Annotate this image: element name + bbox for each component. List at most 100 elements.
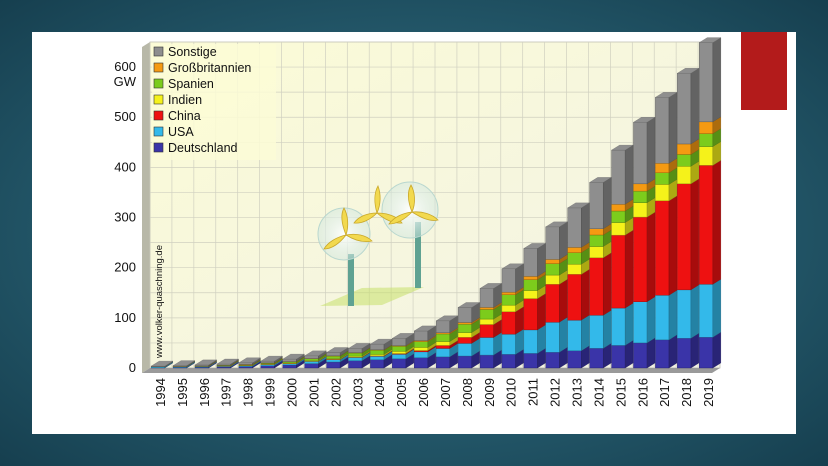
legend: Sonstige Großbritannien Spanien Indien China… [152,44,276,160]
bar-sonstige-2001 [304,355,319,359]
bar-top-2012 [545,221,568,227]
bar-top-2017 [654,92,678,98]
bar-side-sonstige-2016 [646,116,656,185]
x-tick-label-2010: 2010 [504,378,519,407]
y-tick-label-0: 0 [129,360,136,375]
legend-box [152,44,276,160]
bar-spanien-2010 [501,294,516,306]
bar-stack-2006 [413,325,437,369]
x-tick-label-2003: 2003 [350,378,365,407]
bar-usa-2006 [414,351,429,358]
bar-stack-2003 [347,343,371,369]
bar-deutschland-2014 [589,348,604,369]
x-tick-label-2008: 2008 [460,378,475,407]
bar-sonstige-2003 [348,348,363,353]
bar-sonstige-1998 [238,362,253,365]
bar-stack-2002 [326,347,349,369]
y-axis-unit: GW [114,74,137,89]
bar-großbritannien-2010 [501,291,516,295]
bar-indien-2011 [523,290,538,299]
bar-top-2015 [611,144,634,151]
bar-indien-2012 [545,274,560,285]
x-tick-label-2002: 2002 [328,378,343,407]
wind-capacity-chart: Sonstige Großbritannien Spanien Indien China… [114,37,722,407]
bar-usa-2008 [457,343,472,357]
bar-side-deutschland-2017 [668,334,678,369]
legend-label-deutschland: Deutschland [168,141,238,155]
bar-spanien-2004 [370,350,385,355]
bar-top-1998 [238,357,261,363]
bar-großbritannien-2012 [545,259,560,264]
bar-großbritannien-2009 [479,307,494,310]
bar-spanien-2003 [348,352,363,357]
bar-indien-2010 [501,304,516,312]
bar-großbritannien-2018 [677,143,692,155]
bar-top-2007 [435,315,459,321]
bar-usa-2017 [655,295,670,341]
bar-china-2011 [523,298,538,331]
bar-usa-2003 [348,357,363,361]
bar-top-2018 [676,68,700,74]
bar-stack-2016 [632,116,656,369]
bar-stack-1996 [194,359,218,369]
bar-indien-2008 [457,332,472,338]
bar-spanien-2008 [457,323,472,333]
bar-sonstige-2004 [370,343,385,350]
bar-top-1994 [150,360,174,367]
bar-sonstige-2005 [392,338,407,346]
bar-usa-2016 [633,301,648,344]
bar-china-2008 [457,337,472,344]
bar-usa-2009 [479,337,494,356]
bar-stack-2013 [567,202,590,369]
bar-usa-2018 [677,289,692,339]
bar-top-1997 [216,358,240,365]
bar-stack-2000 [282,353,305,369]
legend-swatch-usa [153,126,164,137]
bar-china-2018 [677,183,692,291]
bar-usa-2014 [589,315,604,349]
bar-china-2013 [567,274,582,321]
x-tick-label-2012: 2012 [548,378,563,407]
x-tick-label-1994: 1994 [153,378,168,407]
bar-china-2014 [589,257,604,316]
bar-stack-2001 [304,350,327,369]
legend-label-großbritannien: Großbritannien [168,61,251,75]
bar-deutschland-1998 [238,366,253,369]
bar-indien-2007 [435,341,450,346]
bar-stack-2017 [654,92,678,369]
bar-sonstige-2007 [435,320,450,333]
bar-side-usa-2014 [603,310,612,349]
bar-top-1999 [260,355,283,362]
x-tick-label-2001: 2001 [306,378,321,407]
bar-sonstige-1997 [216,363,231,366]
bar-top-2016 [632,117,656,123]
bar-deutschland-2013 [567,350,582,369]
bar-stack-1999 [260,355,283,369]
bar-deutschland-2005 [392,358,407,369]
bar-stack-2007 [435,315,459,369]
bar-usa-2012 [545,322,560,353]
bar-großbritannien-2019 [699,121,714,134]
bar-top-2009 [479,283,503,289]
bar-side-usa-2019 [712,278,721,338]
x-tick-label-1997: 1997 [219,378,234,407]
bar-spanien-2005 [392,346,407,352]
bar-side-china-2019 [712,160,721,285]
legend-swatch-sonstige [153,46,164,57]
bar-top-2008 [457,302,481,308]
bar-stack-2005 [391,333,415,369]
chart-left-wall [142,42,150,373]
bar-china-2007 [435,345,450,349]
bar-sonstige-2014 [589,182,604,229]
bar-side-deutschland-2019 [712,331,721,369]
bar-deutschland-2006 [414,357,429,369]
bar-side-usa-2018 [690,284,700,339]
bar-spanien-2013 [567,252,582,265]
bar-side-sonstige-2012 [559,221,568,260]
bar-side-china-2016 [646,211,656,302]
bar-deutschland-2007 [435,356,450,369]
legend-swatch-deutschland [153,142,164,153]
bar-usa-2001 [304,361,319,364]
bar-deutschland-2001 [304,363,319,369]
bar-spanien-2012 [545,263,560,276]
